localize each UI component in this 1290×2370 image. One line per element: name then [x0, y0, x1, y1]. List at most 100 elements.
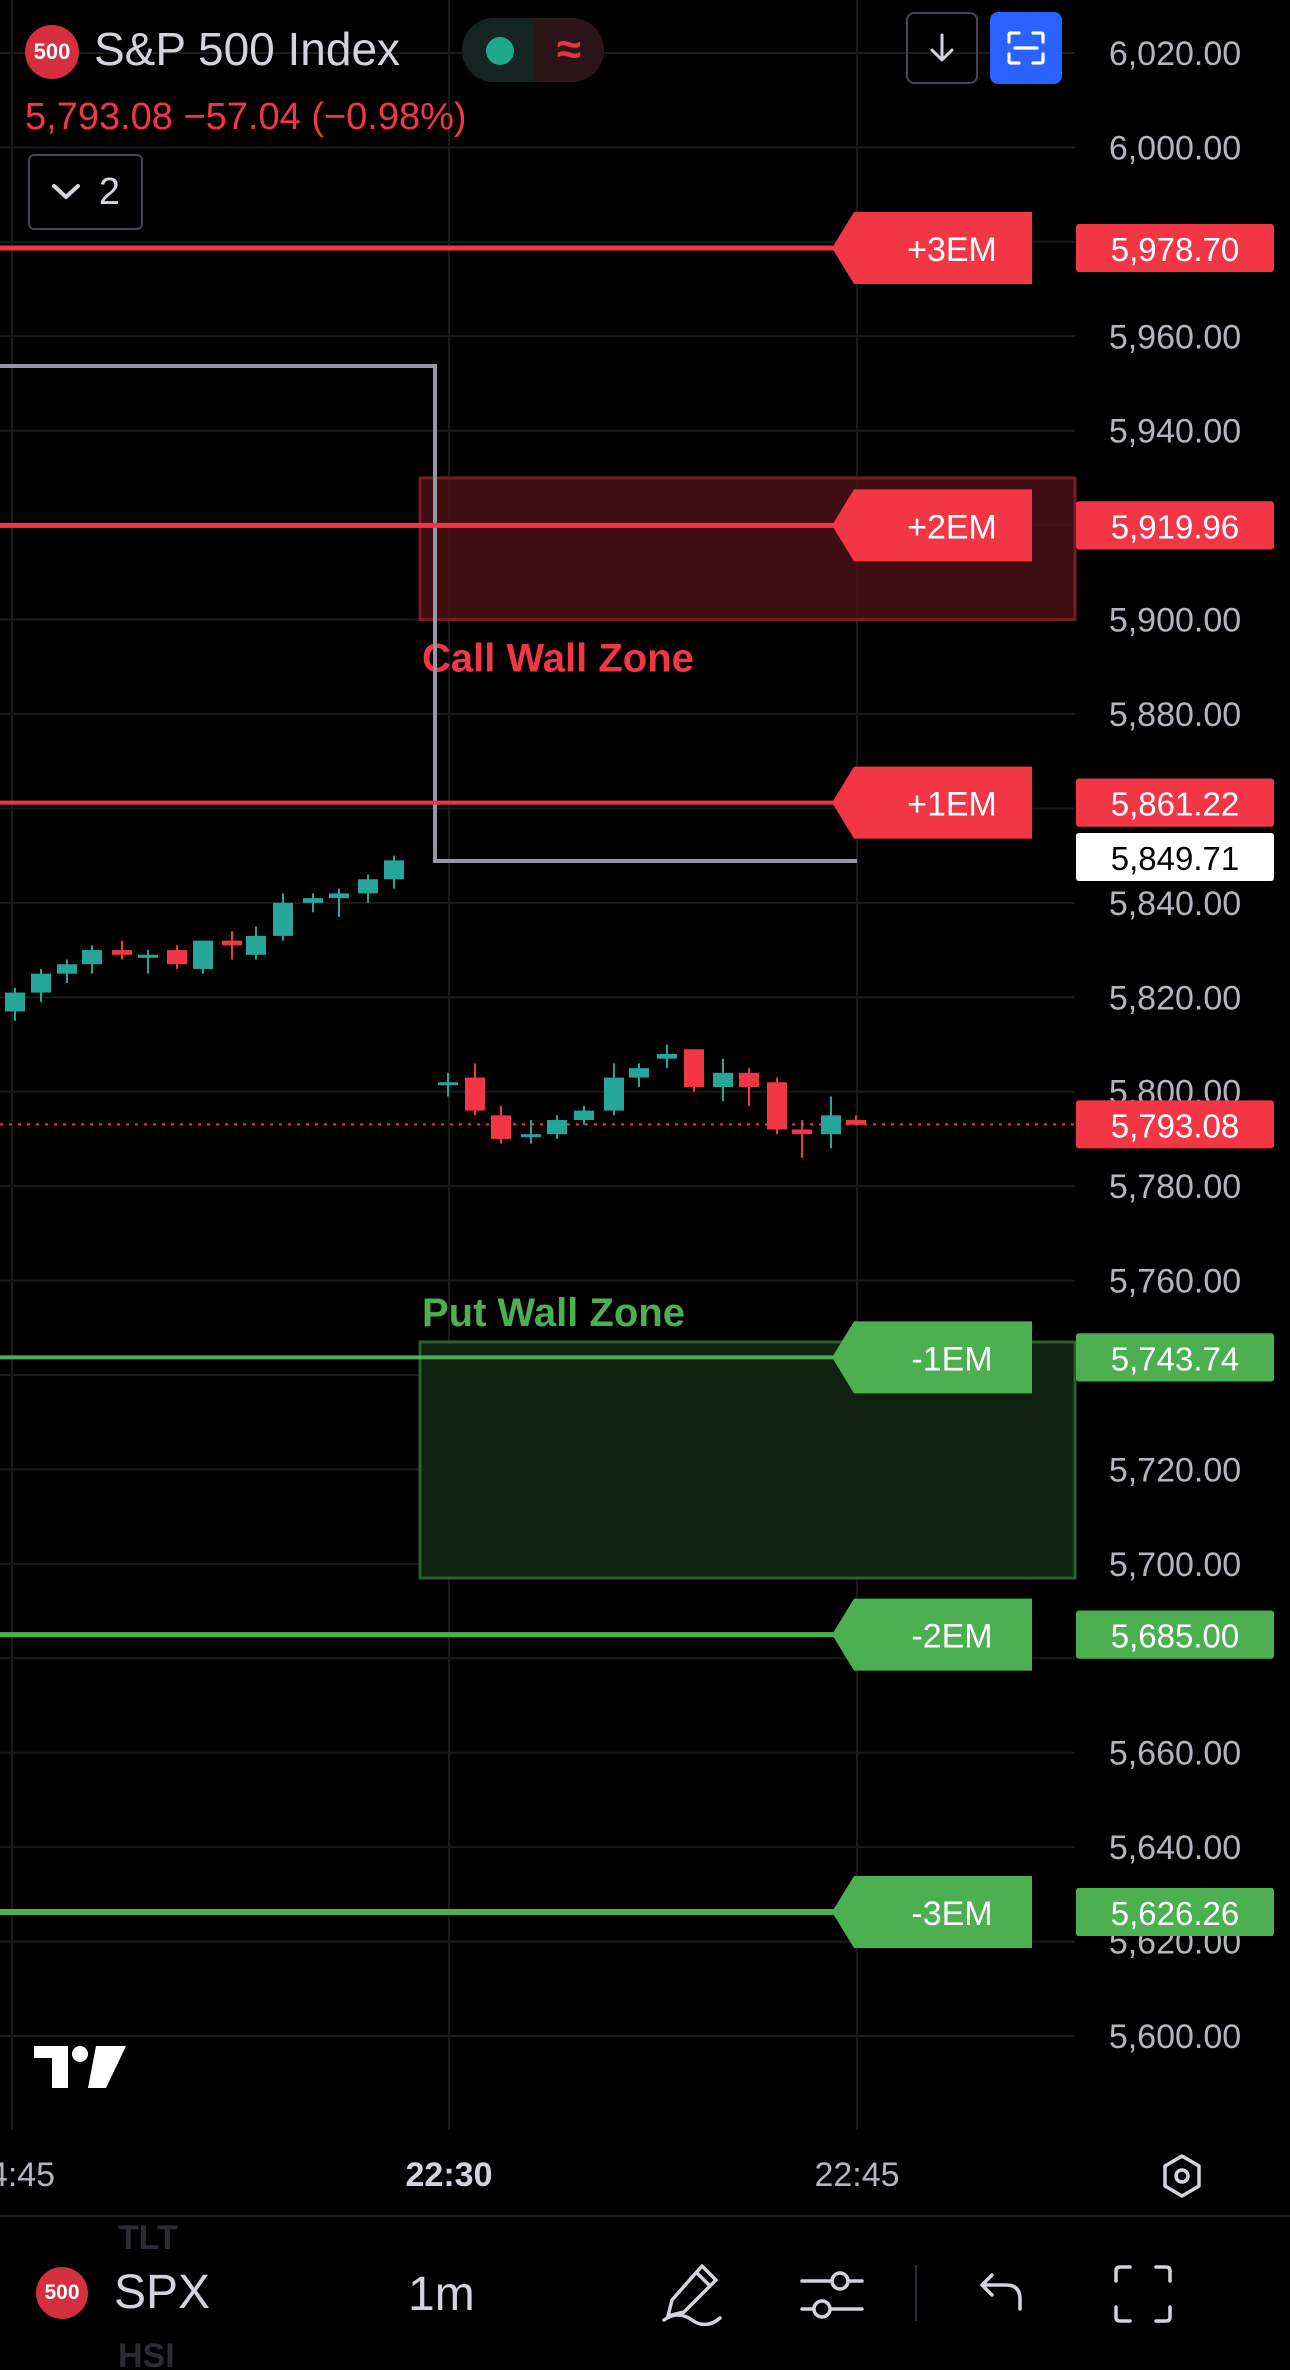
time-axis[interactable]: 4:45 22:30 22:45 — [0, 2156, 900, 2194]
candle-body — [604, 1077, 624, 1111]
crosshair-price-text: 5,849.71 — [1111, 840, 1239, 877]
symbol-title[interactable]: S&P 500 Index — [94, 23, 401, 75]
current-price-text: 5,793.08 — [1111, 1107, 1239, 1144]
candle-body — [193, 940, 213, 969]
price-axis-tick: 5,760.00 — [1109, 1263, 1241, 1301]
price-axis-tick: 5,940.00 — [1109, 413, 1241, 451]
candle-body — [57, 964, 77, 974]
drawn-rectangle-outline — [0, 364, 857, 863]
candle-body — [767, 1082, 787, 1130]
draw-pen-icon[interactable] — [658, 2260, 724, 2326]
candle-body — [31, 973, 51, 993]
candle-body — [273, 902, 293, 936]
price-change-line: 5,793.08 −57.04 (−0.98%) — [25, 96, 467, 138]
tradingview-logo[interactable] — [34, 2042, 128, 2090]
indicators-toggle-button[interactable]: 2 — [28, 154, 143, 230]
candle-body — [821, 1115, 841, 1135]
em-level-tag — [832, 766, 1032, 839]
time-axis-label: 22:30 — [406, 2156, 493, 2194]
candles — [5, 855, 866, 1158]
fullscreen-icon[interactable] — [1112, 2263, 1174, 2325]
em-level-tag-label: -3EM — [911, 1895, 992, 1933]
price-axis-tick: 5,880.00 — [1109, 696, 1241, 734]
price-axis-tick: 5,900.00 — [1109, 602, 1241, 640]
candle-body — [384, 860, 404, 880]
price-axis-tick: 5,960.00 — [1109, 318, 1241, 356]
download-button[interactable] — [906, 12, 978, 84]
footer-symbol-badge[interactable]: 500 — [36, 2267, 88, 2319]
em-level-tag-label: -2EM — [911, 1618, 992, 1656]
candle-body — [846, 1120, 866, 1125]
em-level-price-text: 5,861.22 — [1111, 786, 1239, 823]
toolbar-divider — [915, 2265, 917, 2321]
price-axis-tick: 5,600.00 — [1109, 2018, 1241, 2056]
em-level-tag — [832, 1321, 1032, 1394]
em-level-tag-label: +2EM — [907, 508, 997, 546]
candle-body — [112, 950, 132, 955]
call-wall-zone-label: Call Wall Zone — [422, 637, 694, 681]
candle-body — [521, 1134, 541, 1138]
wall-zones: Call Wall Zone Put Wall Zone — [418, 476, 1077, 1580]
candle-body — [491, 1115, 511, 1139]
put-wall-zone-label: Put Wall Zone — [422, 1291, 685, 1335]
candle-body — [438, 1082, 458, 1086]
em-level-tag-label: +1EM — [907, 786, 997, 824]
price-axis[interactable]: 5,978.70 5,919.96 5,861.22 5,743.74 5,685.00… — [1076, 35, 1274, 2056]
grid — [0, 0, 1075, 2130]
em-level-price-text: 5,685.00 — [1111, 1618, 1239, 1655]
em-level-tag-label: -1EM — [911, 1340, 992, 1378]
watermark-symbol: HSI — [118, 2337, 175, 2370]
market-status-pill[interactable]: ≈ — [462, 18, 604, 82]
indicator-wave-icon: ≈ — [534, 18, 604, 82]
undo-icon[interactable] — [976, 2267, 1026, 2317]
footer-symbol[interactable]: SPX — [114, 2266, 211, 2319]
em-level-tag — [832, 211, 1032, 284]
candle-body — [792, 1129, 812, 1135]
maximize-icon — [1007, 31, 1045, 65]
candle-body — [358, 879, 378, 894]
em-level-price-label — [1076, 1610, 1274, 1659]
symbol-badge[interactable]: 500 — [25, 25, 79, 79]
fullscreen-toggle-button[interactable] — [990, 12, 1062, 84]
em-level-price-label — [1076, 1888, 1274, 1937]
price-axis-tick: 6,000.00 — [1109, 129, 1241, 167]
interval-selector[interactable]: 1m — [408, 2268, 475, 2321]
candle-body — [574, 1110, 594, 1121]
chart-settings-icon[interactable] — [1158, 2152, 1206, 2200]
drawn-rectangle[interactable] — [0, 364, 857, 863]
candle-body — [547, 1120, 567, 1135]
price-axis-tick: 5,780.00 — [1109, 1168, 1241, 1206]
time-axis-label: 4:45 — [0, 2156, 55, 2194]
em-level-price-text: 5,743.74 — [1111, 1340, 1239, 1377]
candle-body — [739, 1072, 759, 1087]
candle-body — [465, 1077, 485, 1111]
em-level-price-text: 5,626.26 — [1111, 1895, 1239, 1932]
settings-sliders-icon[interactable] — [800, 2265, 864, 2325]
em-level-tag-label: +3EM — [907, 231, 997, 269]
price-axis-tick: 5,660.00 — [1109, 1735, 1241, 1773]
candle-body — [329, 893, 349, 899]
candle-body — [82, 950, 102, 965]
price-axis-tick: 5,720.00 — [1109, 1451, 1241, 1489]
candle-body — [303, 898, 323, 903]
em-level-price-label — [1076, 778, 1274, 827]
candle-body — [629, 1068, 649, 1078]
em-level-price-label — [1076, 501, 1274, 550]
em-level-price-text: 5,978.70 — [1111, 231, 1239, 268]
candle-body — [5, 992, 25, 1012]
time-axis-label: 22:45 — [814, 2156, 899, 2194]
candle-body — [138, 954, 158, 958]
candle-body — [222, 940, 242, 946]
watermark-symbol: TLT — [118, 2219, 178, 2257]
price-axis-tick: 5,640.00 — [1109, 1829, 1241, 1867]
candle-body — [246, 935, 266, 955]
em-levels: +3EM +2EM +1EM -1EM -2EM -3EM — [0, 211, 1076, 1949]
em-level-price-label — [1076, 1333, 1274, 1382]
price-axis-tick: 6,020.00 — [1109, 35, 1241, 73]
current-price-label — [1076, 1100, 1274, 1149]
candle-body — [684, 1049, 704, 1087]
live-dot-icon — [486, 37, 514, 65]
price-axis-tick: 5,820.00 — [1109, 979, 1241, 1017]
em-level-price-label — [1076, 223, 1274, 272]
